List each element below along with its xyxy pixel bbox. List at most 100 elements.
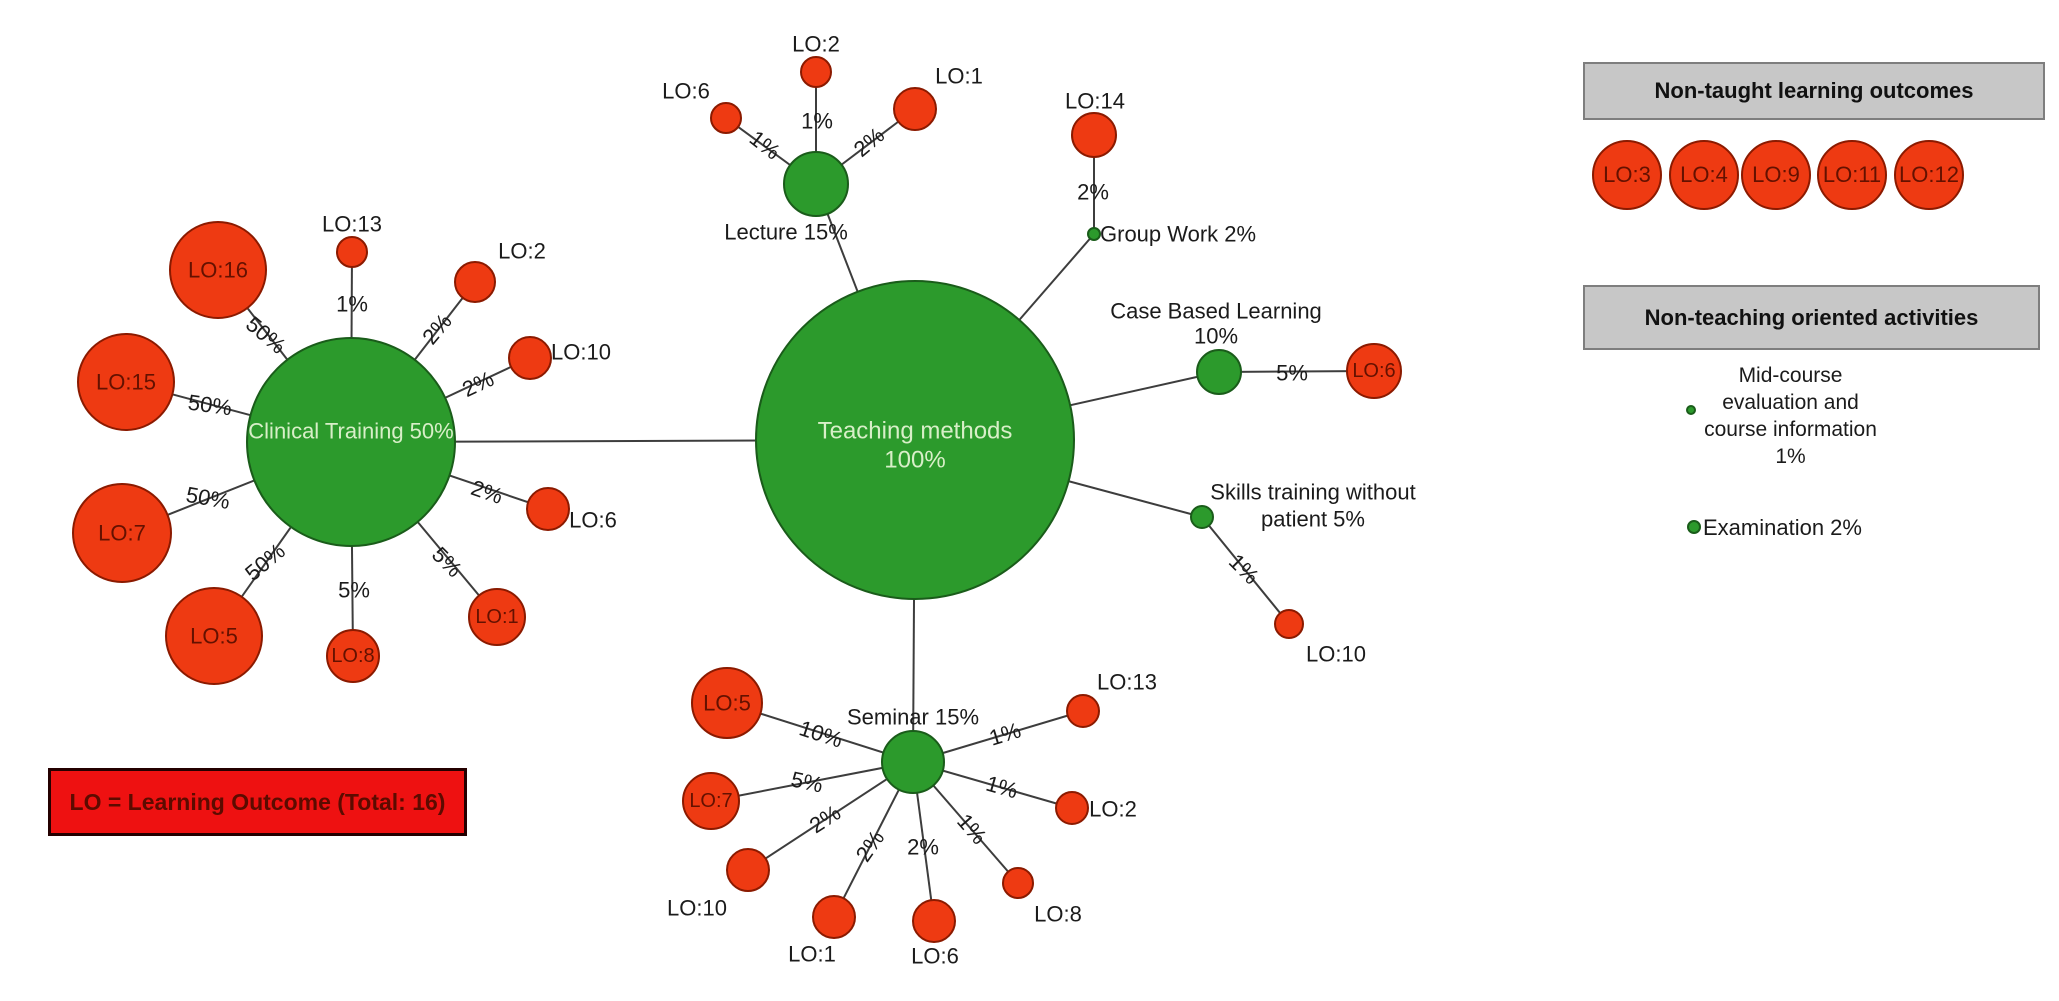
- hub-node-case-based-learning: [1196, 349, 1242, 395]
- non-taught-node-lo4: LO:4: [1669, 140, 1739, 210]
- edge-weight-label-seminar-lo-13: 1%: [986, 717, 1024, 750]
- outcome-label-seminar-lo-10: LO:10: [667, 896, 727, 921]
- outcome-node-seminar-lo-10: [726, 848, 770, 892]
- hub-node-seminar: [881, 730, 945, 794]
- legend-non-teaching-box: Non-teaching oriented activities: [1583, 285, 2040, 350]
- outcome-node-lecture-lo-1: [893, 87, 937, 131]
- edge-weight-label-clinical-training-lo-1: 5%: [427, 542, 467, 582]
- mid-course-activity: Mid-course evaluation and course informa…: [1668, 362, 1913, 470]
- outcome-node-seminar-lo-6: [912, 899, 956, 943]
- edge-weight-label-clinical-training-lo-8: 5%: [338, 578, 370, 603]
- hub-label-case-based-learning: Case Based Learning: [1110, 299, 1322, 324]
- hub-label-teaching-methods: 100%: [884, 447, 945, 474]
- outcome-node-seminar-lo-8: [1002, 867, 1034, 899]
- outcome-label-clinical-training-lo-13: LO:13: [322, 212, 382, 237]
- edge-weight-label-clinical-training-lo-7: 50%: [184, 482, 232, 514]
- edge-weight-label-seminar-lo-2: 1%: [983, 771, 1020, 804]
- outcome-node-lecture-lo-6: [710, 102, 742, 134]
- edge-weight-label-clinical-training-lo-6: 2%: [468, 475, 506, 509]
- outcome-node-seminar-lo-7: [682, 772, 740, 830]
- outcome-node-clinical-training-lo-8: [326, 629, 380, 683]
- outcome-label-lecture-lo-1: LO:1: [935, 64, 983, 89]
- outcome-node-skills-training-lo-10: [1274, 609, 1304, 639]
- mid-course-dot-icon: [1686, 405, 1696, 415]
- outcome-label-skills-training-lo-10: LO:10: [1306, 642, 1366, 667]
- legend-non-taught-box: Non-taught learning outcomes: [1583, 62, 2045, 120]
- mid-course-line: course information: [1704, 418, 1877, 441]
- outcome-node-clinical-training-lo-1: [468, 588, 526, 646]
- outcome-label-seminar-lo-1: LO:1: [788, 942, 836, 967]
- non-taught-node-lo9: LO:9: [1741, 140, 1811, 210]
- edge-weight-label-clinical-training-lo-10: 2%: [458, 366, 497, 402]
- outcome-label-clinical-training-lo-16: LO:16: [188, 258, 248, 283]
- mid-course-line: Mid-course: [1738, 364, 1843, 387]
- edge-weight-label-case-based-learning-lo-6: 5%: [1276, 361, 1308, 386]
- edge-weight-label-skills-training-lo-10: 1%: [1224, 549, 1264, 589]
- non-taught-label: LO:12: [1899, 162, 1959, 187]
- legend-non-taught-title: Non-taught learning outcomes: [1654, 78, 1974, 103]
- edge-weight-label-lecture-lo-6: 1%: [745, 125, 785, 164]
- outcome-label-clinical-training-lo-7: LO:7: [98, 521, 146, 546]
- edge-weight-label-clinical-training-lo-2: 2%: [417, 309, 457, 349]
- hub-label-lecture: Lecture 15%: [724, 220, 848, 245]
- mid-course-line: 1%: [1775, 445, 1806, 468]
- outcome-label-seminar-lo-5: LO:5: [703, 691, 751, 716]
- hub-label-skills-training: patient 5%: [1261, 507, 1365, 532]
- outcome-node-seminar-lo-13: [1066, 694, 1100, 728]
- mid-course-line: evaluation and: [1722, 391, 1859, 414]
- edge-weight-label-clinical-training-lo-15: 50%: [186, 390, 233, 421]
- hub-node-group-work: [1087, 227, 1101, 241]
- edge-weight-label-clinical-training-lo-5: 50%: [240, 538, 290, 585]
- edge-weight-label-clinical-training-lo-13: 1%: [336, 292, 368, 317]
- outcome-label-seminar-lo-6: LO:6: [911, 944, 959, 969]
- outcome-label-seminar-lo-8: LO:8: [1034, 902, 1082, 927]
- edge-seminar-to-lo-7: [710, 761, 914, 802]
- hub-node-clinical-training: [246, 337, 456, 547]
- non-taught-label: LO:4: [1680, 162, 1728, 187]
- outcome-label-clinical-training-lo-15: LO:15: [96, 370, 156, 395]
- edge-weight-label-seminar-lo-7: 5%: [789, 766, 825, 797]
- non-taught-node-lo11: LO:11: [1817, 140, 1887, 210]
- outcome-label-clinical-training-lo-2: LO:2: [498, 239, 546, 264]
- non-taught-label: LO:11: [1822, 162, 1882, 187]
- hub-node-lecture: [783, 151, 849, 217]
- outcome-label-seminar-lo-13: LO:13: [1097, 670, 1157, 695]
- edge-weight-label-seminar-lo-6: 2%: [907, 835, 939, 860]
- edge-seminar-to-lo-10: [747, 761, 914, 871]
- hub-label-seminar: Seminar 15%: [847, 705, 979, 730]
- edge-weight-label-lecture-lo-1: 2%: [849, 122, 889, 162]
- outcome-label-clinical-training-lo-6: LO:6: [569, 508, 617, 533]
- hub-label-teaching-methods: Teaching methods: [818, 418, 1013, 445]
- outcome-label-clinical-training-lo-8: LO:8: [331, 645, 374, 667]
- outcome-label-case-based-learning-lo-6: LO:6: [1352, 360, 1395, 382]
- outcome-label-seminar-lo-7: LO:7: [689, 790, 732, 812]
- outcome-label-seminar-lo-2: LO:2: [1089, 797, 1137, 822]
- edge-skills-training-to-lo-10: [1201, 516, 1290, 625]
- outcome-node-clinical-training-lo-5: [165, 587, 263, 685]
- outcome-node-case-based-learning-lo-6: [1346, 343, 1402, 399]
- hub-node-skills-training: [1190, 505, 1214, 529]
- edge-weight-label-seminar-lo-1: 2%: [851, 826, 890, 866]
- outcome-label-clinical-training-lo-1: LO:1: [475, 606, 518, 628]
- outcome-node-seminar-lo-5: [691, 667, 763, 739]
- outcome-node-clinical-training-lo-16: [169, 221, 267, 319]
- hub-label-skills-training: Skills training without: [1210, 480, 1415, 505]
- edge-weight-label-clinical-training-lo-16: 50%: [241, 311, 291, 358]
- outcome-label-clinical-training-lo-5: LO:5: [190, 624, 238, 649]
- outcome-node-lecture-lo-2: [800, 56, 832, 88]
- hub-label-clinical-training: Clinical Training 50%: [248, 419, 453, 444]
- outcome-node-clinical-training-lo-15: [77, 333, 175, 431]
- examination-activity: Examination 2%: [1703, 515, 1862, 540]
- non-taught-label: LO:9: [1752, 162, 1800, 187]
- hub-label-group-work: Group Work 2%: [1100, 222, 1256, 247]
- legend-non-teaching-title: Non-teaching oriented activities: [1644, 304, 1979, 330]
- lo-abbreviation-note: LO = Learning Outcome (Total: 16): [48, 768, 467, 836]
- outcome-node-clinical-training-lo-10: [508, 336, 552, 380]
- edge-weight-label-group-work-lo-14: 2%: [1077, 180, 1109, 205]
- non-taught-node-lo12: LO:12: [1894, 140, 1964, 210]
- non-taught-node-lo3: LO:3: [1592, 140, 1662, 210]
- edge-weight-label-lecture-lo-2: 1%: [801, 109, 833, 134]
- outcome-label-clinical-training-lo-10: LO:10: [551, 340, 611, 365]
- hub-label-case-based-learning: 10%: [1194, 324, 1238, 349]
